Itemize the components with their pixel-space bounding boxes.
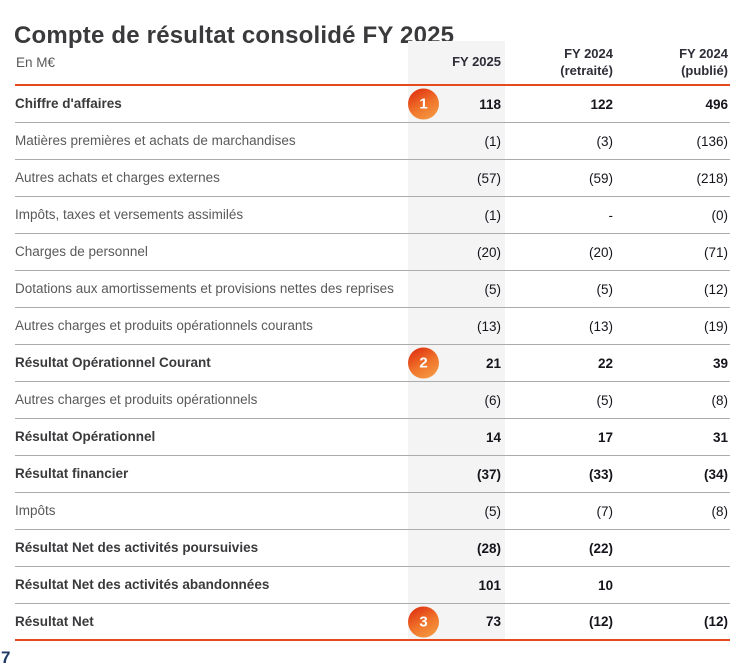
- row-label: Résultat financier: [15, 466, 129, 482]
- value-fy2024-retraite: (5): [596, 392, 614, 408]
- table-header-row: En M€ FY 2025 FY 2024 (retraité) FY 2024(…: [15, 41, 730, 86]
- column-header-line2: (retraité): [560, 62, 613, 78]
- value-fy2025: 101: [408, 567, 505, 603]
- row-label: Dotations aux amortissements et provisio…: [15, 281, 394, 297]
- table-row: Impôts, taxes et versements assimilés (1…: [15, 197, 730, 234]
- step-badge: 1: [408, 88, 439, 120]
- table-row: Impôts (5) (7) (8): [15, 493, 730, 530]
- row-label: Autres charges et produits opérationnels: [15, 392, 258, 408]
- value-fy2025: (5): [408, 493, 505, 529]
- value-fy2024-retraite: (59): [588, 170, 613, 186]
- value-fy2025: (20): [408, 234, 505, 270]
- value-fy2024-retraite: (33): [588, 466, 613, 482]
- value-fy2025: (5): [408, 271, 505, 307]
- value-fy2024-publie: (8): [711, 392, 729, 408]
- table-row: Dotations aux amortissements et provisio…: [15, 271, 730, 308]
- row-label: Chiffre d'affaires: [15, 96, 122, 112]
- value-fy2024-publie: 496: [705, 96, 728, 112]
- value-fy2024-publie: (12): [703, 281, 728, 297]
- value-fy2024-retraite: (13): [588, 318, 613, 334]
- table-row: Résultat Net des activités poursuivies (…: [15, 530, 730, 567]
- value-fy2025: (13): [408, 308, 505, 344]
- column-header-fy2024-publie: FY 2024 (publié): [618, 41, 730, 84]
- page-number: 7: [1, 648, 11, 667]
- income-statement-table: En M€ FY 2025 FY 2024 (retraité) FY 2024(…: [15, 41, 730, 641]
- table-row: Résultat Opérationnel 14 17 31: [15, 419, 730, 456]
- unit-label: En M€: [16, 55, 56, 70]
- step-badge: 2: [408, 347, 439, 379]
- table-row: Charges de personnel (20) (20) (71): [15, 234, 730, 271]
- page-title: Compte de résultat consolidé FY 2025: [14, 22, 455, 50]
- row-label: Impôts: [15, 503, 56, 519]
- value-fy2024-publie: (8): [711, 503, 729, 519]
- row-label: Impôts, taxes et versements assimilés: [15, 207, 244, 223]
- row-label: Autres charges et produits opérationnels…: [15, 318, 313, 334]
- table-rows: Chiffre d'affaires 1 118 122 496 Matière…: [15, 86, 730, 641]
- value-fy2024-publie: 31: [712, 429, 728, 445]
- step-badge-number: 2: [419, 354, 428, 372]
- value-fy2024-retraite: 22: [597, 355, 613, 371]
- table-row: Résultat Net des activités abandonnées 1…: [15, 567, 730, 604]
- table-row: Matières premières et achats de marchand…: [15, 123, 730, 160]
- value-fy2024-publie: [618, 567, 730, 603]
- row-label: Résultat Net des activités poursuivies: [15, 540, 259, 556]
- table-row: Autres charges et produits opérationnels…: [15, 308, 730, 345]
- column-header-line1: FY 2024: [564, 46, 613, 62]
- value-fy2024-publie: (0): [711, 207, 729, 223]
- value-fy2024-publie: [618, 530, 730, 566]
- table-row: Autres charges et produits opérationnels…: [15, 382, 730, 419]
- column-header-line1: FY 2024: [679, 46, 728, 62]
- table-row: Résultat financier (37) (33) (34): [15, 456, 730, 493]
- value-fy2025: (57): [408, 160, 505, 196]
- row-label: Résultat Opérationnel: [15, 429, 156, 445]
- value-fy2024-publie: (71): [703, 244, 728, 260]
- value-fy2025: (1): [408, 197, 505, 233]
- value-fy2024-retraite: (7): [596, 503, 614, 519]
- value-fy2024-retraite: (3): [596, 133, 614, 149]
- value-fy2025: (6): [408, 382, 505, 418]
- value-fy2024-publie: (218): [696, 170, 728, 186]
- value-fy2024-publie: (34): [703, 466, 728, 482]
- value-fy2024-retraite: 10: [597, 577, 613, 593]
- column-header-fy2024-retraite: FY 2024 (retraité): [505, 41, 618, 84]
- step-badge: 3: [408, 606, 439, 637]
- value-fy2024-retraite: 122: [590, 96, 613, 112]
- value-fy2024-retraite: (5): [596, 281, 614, 297]
- value-fy2025: (1): [408, 123, 505, 159]
- row-label: Charges de personnel: [15, 244, 148, 260]
- step-badge-number: 3: [419, 613, 428, 630]
- row-label: Matières premières et achats de marchand…: [15, 133, 296, 149]
- table-row: Résultat Net 3 73 (12) (12): [15, 604, 730, 641]
- value-fy2024-publie: 39: [712, 355, 728, 371]
- row-label: Résultat Net des activités abandonnées: [15, 577, 270, 593]
- table-row: Chiffre d'affaires 1 118 122 496: [15, 86, 730, 123]
- value-fy2024-publie: (12): [703, 614, 728, 629]
- value-fy2025: (28): [408, 530, 505, 566]
- column-header-fy2025: FY 2025: [408, 41, 505, 84]
- value-fy2024-retraite: 17: [597, 429, 613, 445]
- value-fy2024-retraite: (12): [588, 614, 613, 629]
- value-fy2025: (37): [408, 456, 505, 492]
- row-label: Résultat Opérationnel Courant: [15, 355, 211, 371]
- table-row: Autres achats et charges externes (57) (…: [15, 160, 730, 197]
- value-fy2024-retraite: -: [608, 207, 614, 223]
- value-fy2024-publie: (136): [696, 133, 728, 149]
- value-fy2024-retraite: (20): [588, 244, 613, 260]
- value-fy2024-retraite: (22): [588, 540, 613, 556]
- value-fy2025: 14: [408, 419, 505, 455]
- row-label: Résultat Net: [15, 613, 94, 629]
- step-badge-number: 1: [419, 95, 428, 113]
- column-header-line1: FY 2025: [452, 54, 501, 70]
- value-fy2024-publie: (19): [703, 318, 728, 334]
- table-row: Résultat Opérationnel Courant 2 21 22 39: [15, 345, 730, 382]
- column-header-line2: (publié): [681, 62, 728, 78]
- row-label: Autres achats et charges externes: [15, 170, 220, 186]
